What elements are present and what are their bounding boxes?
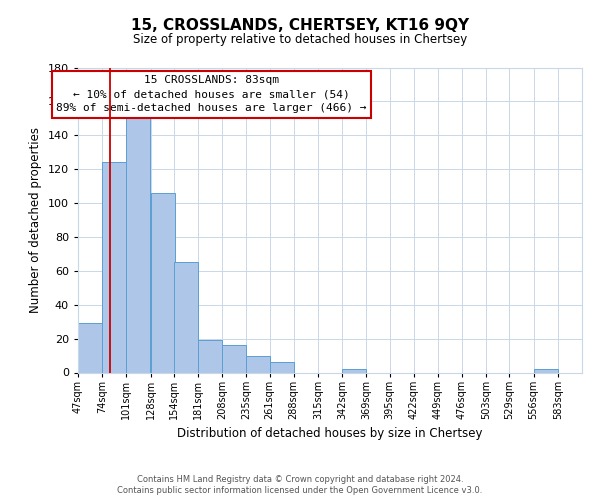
Text: Contains HM Land Registry data © Crown copyright and database right 2024.: Contains HM Land Registry data © Crown c… (137, 475, 463, 484)
Bar (151, 193, 175, 372)
Bar (247, 356, 271, 372)
Text: Contains public sector information licensed under the Open Government Licence v3: Contains public sector information licen… (118, 486, 482, 495)
Bar (103, 162, 126, 372)
Bar (198, 340, 222, 372)
Bar (342, 369, 366, 372)
Bar (270, 362, 293, 372)
Text: 15 CROSSLANDS: 83sqm
← 10% of detached houses are smaller (54)
89% of semi-detac: 15 CROSSLANDS: 83sqm ← 10% of detached h… (56, 75, 367, 113)
Bar (174, 262, 198, 372)
X-axis label: Distribution of detached houses by size in Chertsey: Distribution of detached houses by size … (177, 427, 483, 440)
Bar (534, 369, 557, 372)
Text: 15, CROSSLANDS, CHERTSEY, KT16 9QY: 15, CROSSLANDS, CHERTSEY, KT16 9QY (131, 18, 469, 32)
Bar (127, 118, 151, 372)
Bar (78, 324, 102, 372)
Y-axis label: Number of detached properties: Number of detached properties (29, 127, 42, 313)
Bar (222, 346, 246, 372)
Text: Size of property relative to detached houses in Chertsey: Size of property relative to detached ho… (133, 32, 467, 46)
